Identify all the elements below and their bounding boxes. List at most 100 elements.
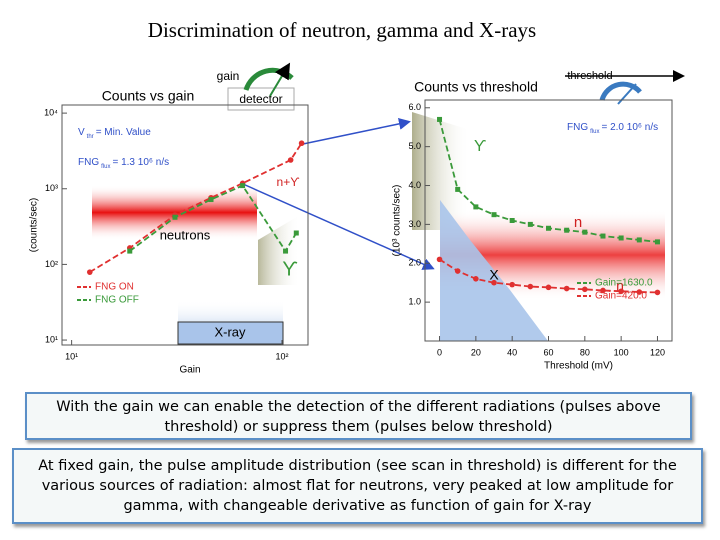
- point: [208, 197, 214, 203]
- label: neutrons: [160, 227, 211, 242]
- x-axis-label: Threshold (mV): [544, 361, 613, 372]
- label: ϒ: [474, 138, 487, 155]
- point: [563, 285, 570, 292]
- point: [293, 230, 299, 236]
- annotation-part: thr: [87, 134, 94, 140]
- point: [298, 140, 305, 147]
- x-tick-label: 80: [580, 347, 590, 357]
- xray-band: [440, 200, 548, 341]
- x-tick-label: 10²: [275, 351, 288, 361]
- link-arrow: [302, 117, 411, 145]
- point: [473, 276, 479, 282]
- xray-box: [177, 321, 284, 345]
- threshold-dial: [599, 81, 642, 101]
- annotation: FNG flux = 2.0 10⁶ n/s: [567, 122, 658, 135]
- point: [546, 225, 551, 231]
- note: At fixed gain, the pulse amplitude distr…: [38, 458, 677, 514]
- plot-frame: [61, 104, 309, 346]
- y-tick-label: 10²: [45, 259, 58, 269]
- annotation-part: flux: [101, 164, 110, 170]
- legend-label: FNG OFF: [95, 295, 139, 306]
- point: [545, 284, 552, 291]
- point: [455, 186, 461, 192]
- label: n: [574, 214, 582, 231]
- point: [618, 288, 624, 295]
- y-tick-label: 10¹: [45, 334, 58, 344]
- y-axis-label: (counts/sec): [29, 198, 40, 252]
- point: [436, 256, 443, 263]
- annotation-part: FNG: [567, 122, 588, 133]
- annotation: FNG flux = 1.3 10⁶ n/s: [78, 157, 169, 170]
- x-tick-label: 120: [650, 347, 665, 357]
- dial-needle: [269, 62, 291, 97]
- x-tick-label: 0: [437, 347, 442, 357]
- link-arrow: [242, 183, 435, 270]
- label: X: [489, 267, 499, 283]
- label: n+ϒ: [277, 175, 301, 189]
- note-box: At fixed gain, the pulse amplitude distr…: [12, 448, 703, 524]
- point: [636, 289, 643, 295]
- label: Counts vs gain: [102, 88, 195, 104]
- x-tick-label: 40: [507, 347, 517, 357]
- point: [618, 235, 624, 241]
- point: [600, 287, 606, 294]
- point: [636, 237, 642, 243]
- slide-title: Discrimination of neutron, gamma and X-r…: [148, 18, 536, 42]
- annotation-part: = Min. Value: [96, 127, 152, 138]
- x-axis-label: Gain: [179, 365, 200, 376]
- y-tick-label: 10³: [45, 183, 58, 193]
- label: n: [616, 278, 624, 294]
- note-box: With the gain we can enable the detectio…: [25, 392, 692, 440]
- y-tick-label: 5.0: [408, 141, 421, 151]
- point: [283, 248, 289, 254]
- point: [240, 183, 246, 189]
- annotation-part: = 2.0 10⁶ n/s: [601, 122, 658, 133]
- label: detector: [239, 92, 282, 106]
- point: [473, 204, 479, 210]
- annotation-part: V: [78, 127, 85, 138]
- legend-label: Gain=420.0: [595, 291, 647, 302]
- y-tick-label: 1.0: [408, 297, 421, 307]
- gamma-band: [258, 215, 300, 285]
- annotation-part: FNG: [78, 157, 99, 168]
- point: [491, 212, 497, 218]
- point: [654, 289, 661, 296]
- legend-label: Gain=1630.0: [595, 278, 653, 289]
- point: [527, 221, 533, 227]
- x-tick-label: 20: [471, 347, 481, 357]
- point: [127, 248, 133, 254]
- label: gain: [217, 69, 240, 83]
- point: [287, 157, 294, 163]
- y-tick-label: 10⁴: [44, 107, 58, 117]
- x-tick-label: 100: [614, 347, 629, 357]
- point: [600, 233, 606, 239]
- note: With the gain we can enable the detectio…: [56, 399, 661, 435]
- y-tick-label: 3.0: [408, 219, 421, 229]
- point: [437, 116, 443, 122]
- series-line: [129, 184, 298, 253]
- point: [491, 279, 497, 286]
- label: Counts vs threshold: [414, 79, 538, 95]
- point: [172, 214, 178, 220]
- point: [564, 227, 570, 233]
- dial-needle: [617, 83, 637, 105]
- point: [582, 286, 588, 293]
- label: ϒ: [282, 258, 298, 280]
- y-axis-label: (10³ counts/sec): [392, 185, 403, 257]
- point: [582, 229, 588, 235]
- point: [509, 218, 515, 223]
- y-tick-label: 6.0: [408, 102, 421, 112]
- y-tick-label: 4.0: [408, 180, 421, 190]
- y-tick-label: 2.0: [408, 258, 421, 268]
- annotation-part: flux: [590, 129, 599, 135]
- x-tick-label: 10¹: [65, 351, 78, 361]
- gamma-band: [412, 112, 470, 230]
- x-tick-label: 60: [543, 347, 553, 357]
- annotation-part: = 1.3 10⁶ n/s: [112, 157, 169, 168]
- point: [654, 239, 660, 245]
- point: [527, 283, 534, 290]
